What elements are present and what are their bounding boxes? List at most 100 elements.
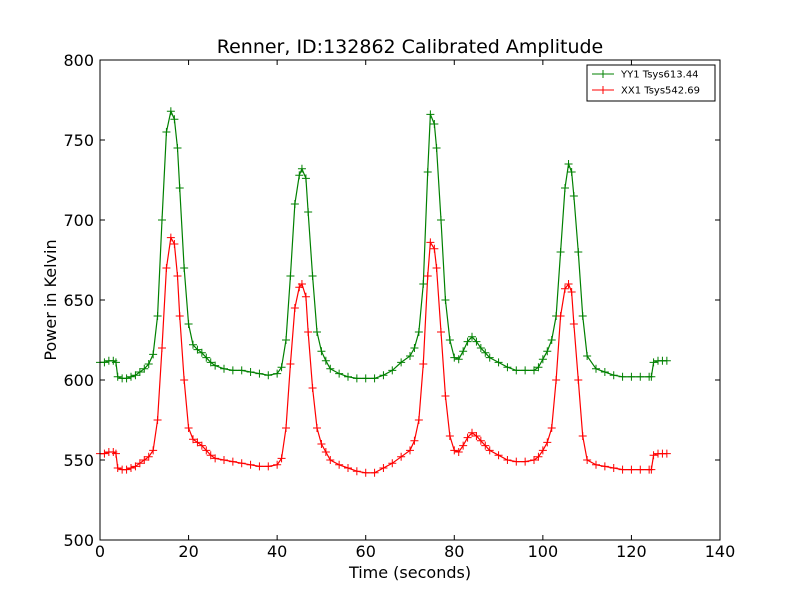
x-tick-label: 60: [356, 542, 376, 561]
data-point-xx1: [397, 452, 406, 461]
data-point-xx1: [430, 244, 439, 253]
data-point-xx1: [158, 344, 166, 352]
data-point-yy1: [454, 355, 463, 364]
x-tick-label: 80: [444, 542, 464, 561]
data-point-xx1: [211, 454, 220, 463]
data-point-yy1: [111, 358, 120, 367]
data-point-yy1: [113, 372, 122, 381]
data-point-xx1: [290, 304, 299, 312]
data-point-xx1: [237, 459, 246, 468]
data-point-xx1: [246, 460, 255, 469]
y-tick-label: 550: [63, 451, 94, 470]
data-point-xx1: [282, 424, 290, 432]
data-point-xx1: [636, 465, 645, 474]
data-point-xx1: [476, 436, 485, 445]
data-point-yy1: [647, 372, 656, 381]
data-point-yy1: [521, 366, 530, 375]
data-point-yy1: [512, 366, 521, 375]
data-point-yy1: [100, 358, 109, 367]
data-point-xx1: [162, 264, 171, 272]
data-point-yy1: [600, 368, 609, 376]
data-point-yy1: [445, 336, 454, 344]
data-point-yy1: [397, 358, 406, 367]
data-point-yy1: [255, 369, 264, 378]
data-point-yy1: [344, 372, 352, 381]
axis-ticks: 0 20 40 60 80 100 120 140 500 550 600 650 700 750 800: [63, 51, 735, 561]
data-point-yy1: [430, 120, 439, 128]
data-point-xx1: [463, 433, 472, 442]
data-point-yy1: [326, 364, 335, 373]
data-point-xx1: [609, 464, 618, 472]
data-point-xx1: [530, 456, 538, 464]
data-point-xx1: [567, 288, 576, 296]
data-point-xx1: [561, 284, 569, 293]
data-point-yy1: [476, 344, 485, 352]
data-point-xx1: [534, 452, 543, 461]
data-point-yy1: [301, 174, 310, 183]
data-point-xx1: [173, 272, 182, 280]
data-point-yy1: [321, 356, 330, 365]
data-point-xx1: [264, 462, 273, 471]
data-point-yy1: [618, 372, 627, 381]
data-point-yy1: [162, 128, 171, 136]
data-point-yy1: [662, 356, 671, 365]
data-point-yy1: [370, 374, 379, 383]
data-point-xx1: [379, 464, 388, 472]
y-tick-label: 800: [63, 51, 94, 70]
legend-marker-yy1: [599, 70, 607, 78]
data-point-yy1: [246, 368, 255, 376]
data-point-yy1: [317, 347, 326, 356]
data-point-xx1: [308, 384, 317, 392]
data-point-yy1: [534, 363, 543, 372]
data-point-yy1: [578, 312, 587, 320]
legend-marker-xx1: [599, 86, 607, 94]
y-tick-label: 500: [63, 531, 94, 550]
data-point-yy1: [538, 355, 547, 364]
data-point-yy1: [282, 336, 290, 344]
data-point-xx1: [574, 376, 583, 384]
x-tick-label: 140: [705, 542, 736, 561]
data-point-xx1: [127, 464, 135, 472]
data-point-xx1: [122, 465, 131, 474]
data-point-yy1: [423, 168, 432, 176]
data-point-xx1: [304, 328, 313, 336]
data-point-yy1: [122, 374, 131, 383]
y-tick-label: 600: [63, 371, 94, 390]
data-point-xx1: [445, 432, 454, 440]
data-point-xx1: [321, 448, 330, 456]
data-point-xx1: [317, 440, 326, 448]
data-point-xx1: [170, 240, 179, 248]
data-point-xx1: [149, 446, 158, 455]
data-point-yy1: [277, 363, 286, 372]
data-point-xx1: [432, 264, 441, 272]
data-point-xx1: [437, 328, 445, 336]
data-point-xx1: [459, 441, 468, 450]
data-point-xx1: [627, 465, 636, 474]
data-point-yy1: [564, 160, 573, 168]
data-point-xx1: [344, 464, 352, 472]
data-point-yy1: [556, 248, 565, 256]
x-tick-label: 120: [616, 542, 647, 561]
data-point-yy1: [264, 371, 273, 380]
data-point-xx1: [220, 456, 228, 464]
data-point-xx1: [592, 460, 600, 469]
data-point-yy1: [530, 366, 538, 375]
data-point-xx1: [538, 446, 547, 455]
data-point-yy1: [627, 372, 636, 381]
data-point-xx1: [578, 432, 587, 440]
data-point-xx1: [454, 448, 463, 456]
data-point-xx1: [228, 457, 237, 466]
data-point-yy1: [295, 171, 304, 180]
data-point-xx1: [277, 454, 286, 463]
data-point-xx1: [166, 233, 175, 242]
data-point-yy1: [127, 372, 135, 381]
data-point-yy1: [237, 366, 246, 375]
data-point-xx1: [206, 451, 215, 460]
data-point-yy1: [569, 192, 578, 200]
data-point-yy1: [197, 348, 206, 357]
data-point-yy1: [561, 184, 569, 192]
data-point-yy1: [426, 110, 435, 119]
data-point-yy1: [131, 371, 140, 380]
data-point-yy1: [636, 372, 645, 381]
